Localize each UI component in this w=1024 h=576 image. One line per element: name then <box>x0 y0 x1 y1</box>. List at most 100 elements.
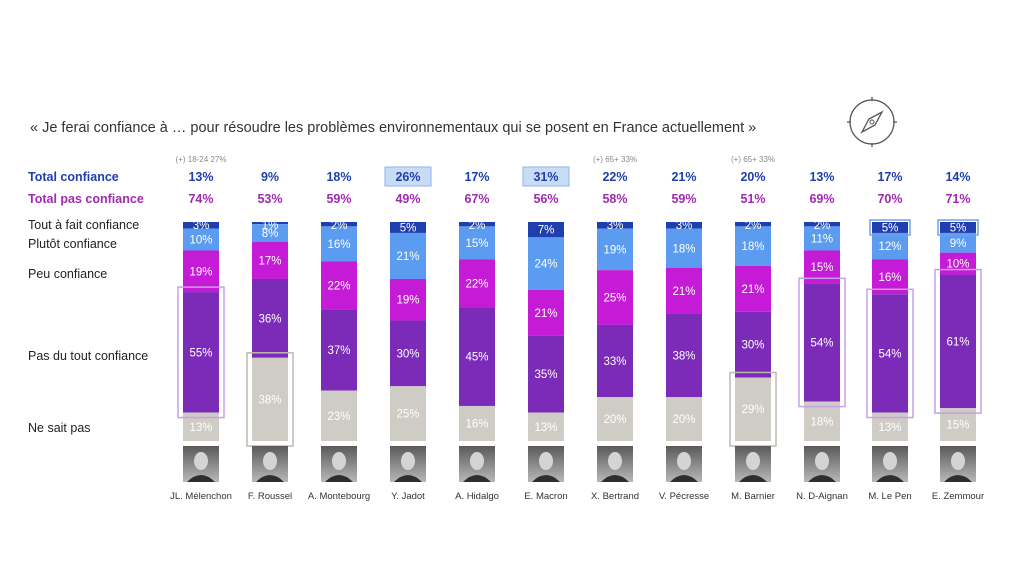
data-label-nsp: 20% <box>672 414 695 426</box>
bar-peu <box>459 259 495 308</box>
total-confiance-value: 17% <box>877 170 903 184</box>
candidate-name: E. Zemmour <box>931 491 985 502</box>
total-confiance-value: 31% <box>533 170 559 184</box>
data-label-peu: 21% <box>741 284 764 296</box>
candidate-photo <box>804 446 840 482</box>
row-label-pas-du-tout: Pas du tout confiance <box>28 349 149 363</box>
data-label-plutot: 10% <box>189 235 212 247</box>
bar-pas-du-tout <box>666 313 702 398</box>
bar-tout-a-fait <box>252 222 288 225</box>
total-pas-confiance-value: 70% <box>877 192 903 206</box>
total-confiance-value: 13% <box>188 170 214 184</box>
data-label-tout-a-fait: 2% <box>814 220 831 232</box>
bar-plutot <box>804 226 840 251</box>
total-confiance-value: 26% <box>395 170 421 184</box>
data-label-peu: 21% <box>534 308 557 320</box>
total-pas-confiance-value: 69% <box>809 192 835 206</box>
data-label-tout-a-fait: 2% <box>469 220 486 232</box>
bar-plutot <box>252 224 288 242</box>
data-label-plutot: 21% <box>396 251 419 263</box>
data-label-pas-du-tout: 36% <box>258 313 281 325</box>
data-label-tout-a-fait: 3% <box>676 220 693 232</box>
segment-highlight <box>729 371 777 447</box>
candidate-photo <box>252 446 288 482</box>
data-label-nsp: 23% <box>327 411 350 423</box>
data-label-nsp: 18% <box>810 416 833 428</box>
bar-pas-du-tout <box>804 283 840 402</box>
bar-peu <box>528 289 564 336</box>
candidate-photo <box>528 446 564 482</box>
bar-nsp <box>597 397 633 441</box>
data-label-pas-du-tout: 38% <box>672 351 695 363</box>
bar-plutot <box>183 228 219 251</box>
candidate-name: E. Macron <box>524 491 568 502</box>
data-label-nsp: 15% <box>946 420 969 432</box>
bar-tout-a-fait <box>528 222 564 238</box>
bar-pas-du-tout <box>321 309 357 391</box>
bar-tout-a-fait <box>872 222 908 233</box>
bar-nsp <box>804 401 840 441</box>
bar-pas-du-tout <box>183 292 219 413</box>
data-label-tout-a-fait: 5% <box>882 222 899 234</box>
data-label-pas-du-tout: 35% <box>534 369 557 381</box>
bar-peu <box>390 278 426 321</box>
data-label-nsp: 13% <box>878 422 901 434</box>
candidate-photo <box>666 446 702 482</box>
bar-peu <box>597 270 633 325</box>
bar-plutot <box>321 226 357 262</box>
data-label-peu: 16% <box>878 272 901 284</box>
candidate-name: F. Roussel <box>247 491 293 502</box>
data-label-peu: 15% <box>810 262 833 274</box>
data-label-plutot: 19% <box>603 244 626 256</box>
candidate-photo <box>872 446 908 482</box>
data-label-peu: 17% <box>258 255 281 267</box>
bar-plutot <box>528 237 564 290</box>
candidate-name: V. Pécresse <box>658 491 710 502</box>
segment-highlight <box>937 219 979 236</box>
data-label-plutot: 16% <box>327 239 350 251</box>
data-label-tout-a-fait: 1% <box>262 220 279 232</box>
bar-pas-du-tout <box>459 307 495 406</box>
data-label-tout-a-fait: 5% <box>400 222 417 234</box>
candidate-photo <box>459 446 495 482</box>
data-label-nsp: 25% <box>396 409 419 421</box>
data-label-plutot: 9% <box>950 238 967 250</box>
bar-tout-a-fait <box>459 222 495 227</box>
bar-pas-du-tout <box>252 278 288 358</box>
bar-nsp <box>666 397 702 441</box>
data-label-pas-du-tout: 55% <box>189 347 212 359</box>
candidate-name: JL. Mélenchon <box>170 491 232 502</box>
total-pas-confiance-value: 53% <box>257 192 283 206</box>
data-label-tout-a-fait: 3% <box>193 220 210 232</box>
bar-pas-du-tout <box>872 294 908 413</box>
bar-plutot <box>666 228 702 268</box>
subgroup-note: (+) 65+ 33% <box>592 155 638 164</box>
data-label-nsp: 29% <box>741 404 764 416</box>
bar-plutot <box>597 228 633 271</box>
data-label-plutot: 11% <box>811 233 833 245</box>
data-label-pas-du-tout: 33% <box>603 356 626 368</box>
data-label-peu: 21% <box>672 286 695 298</box>
compass-icon <box>847 97 897 147</box>
chart-title: « Je ferai confiance à … pour résoudre l… <box>30 120 757 136</box>
total-pas-confiance-value: 58% <box>602 192 628 206</box>
data-label-nsp: 20% <box>603 414 626 426</box>
bar-nsp <box>252 357 288 441</box>
bar-tout-a-fait <box>321 222 357 227</box>
total-pas-confiance-value: 49% <box>395 192 421 206</box>
candidate-photo <box>390 446 426 482</box>
total-confiance-value: 14% <box>945 170 971 184</box>
bar-peu <box>735 265 771 312</box>
data-label-pas-du-tout: 30% <box>396 348 419 360</box>
total-pas-confiance-value: 51% <box>740 192 766 206</box>
candidate-photo <box>597 446 633 482</box>
segment-highlight <box>798 277 846 408</box>
total-highlight <box>522 166 570 187</box>
candidate-photo <box>940 446 976 482</box>
data-label-peu: 19% <box>189 266 212 278</box>
bar-tout-a-fait <box>735 222 771 227</box>
subgroup-note: (+) 65+ 33% <box>730 155 776 164</box>
data-label-peu: 10% <box>946 259 969 271</box>
segment-highlight <box>866 288 914 419</box>
candidate-name: A. Montebourg <box>307 491 371 502</box>
